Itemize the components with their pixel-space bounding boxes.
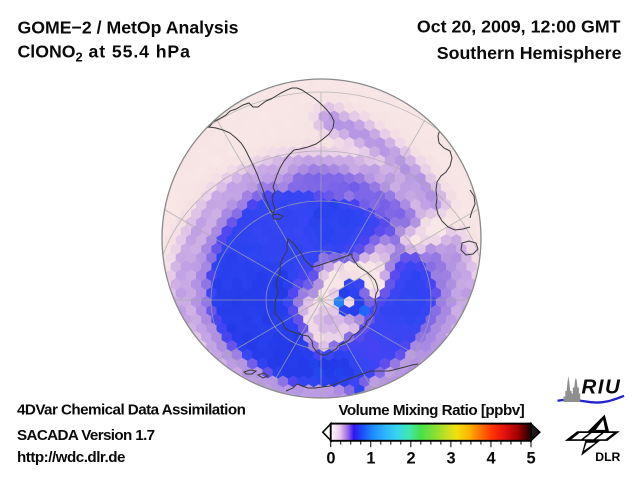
svg-text:2: 2 [406, 450, 415, 468]
svg-text:4: 4 [486, 450, 496, 468]
svg-text:Oct 20, 2009, 12:00 GMT: Oct 20, 2009, 12:00 GMT [417, 17, 621, 37]
svg-text:GOME−2 / MetOp Analysis: GOME−2 / MetOp Analysis [18, 18, 239, 38]
svg-text:3: 3 [446, 450, 455, 468]
svg-text:Southern Hemisphere: Southern Hemisphere [437, 43, 622, 63]
svg-text:0: 0 [326, 450, 335, 468]
svg-text:DLR: DLR [595, 450, 620, 464]
svg-text:5: 5 [526, 450, 535, 468]
svg-text:http://wdc.dlr.de: http://wdc.dlr.de [17, 449, 125, 466]
svg-text:RIU: RIU [582, 376, 622, 399]
svg-text:SACADA Version 1.7: SACADA Version 1.7 [17, 427, 155, 444]
svg-text:4DVar Chemical Data Assimilati: 4DVar Chemical Data Assimilation [17, 401, 246, 418]
svg-text:ClONO2 at 55.4 hPa: ClONO2 at 55.4 hPa [18, 42, 191, 65]
svg-text:1: 1 [366, 450, 375, 468]
svg-text:Volume Mixing Ratio [ppbv]: Volume Mixing Ratio [ppbv] [338, 402, 524, 419]
